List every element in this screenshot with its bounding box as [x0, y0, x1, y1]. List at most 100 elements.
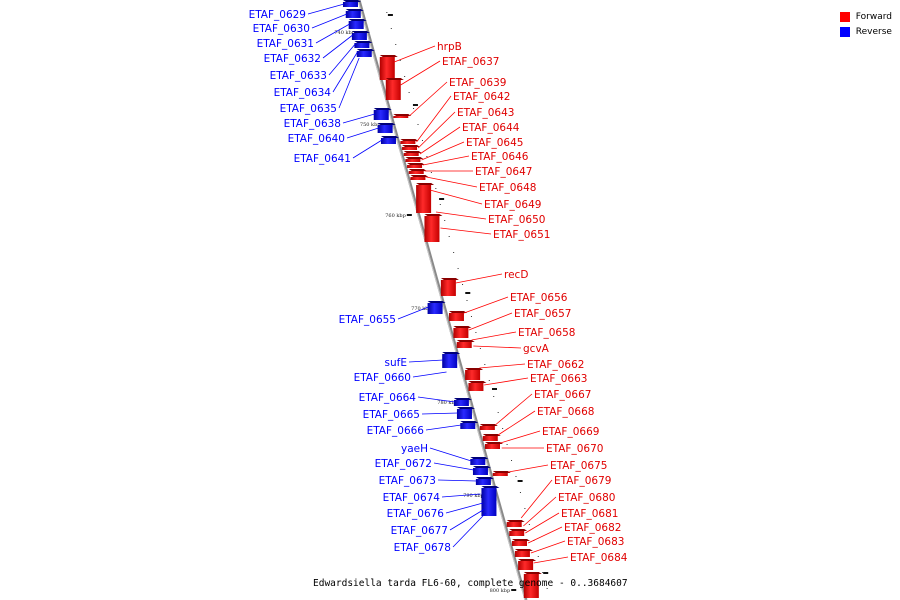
reverse-gene: [348, 21, 364, 29]
forward-gene-top: [511, 539, 530, 541]
reverse-leader-line: [408, 359, 444, 363]
forward-gene-top: [424, 214, 443, 216]
reverse-gene: [351, 33, 367, 40]
reverse-leader-line: [342, 113, 375, 124]
reverse-gene: [456, 409, 472, 419]
backbone-dot: [399, 60, 401, 61]
forward-leader-line: [416, 95, 452, 143]
forward-gene: [453, 328, 469, 338]
reverse-gene-label: ETAF_0635: [280, 103, 337, 115]
forward-gene: [410, 177, 426, 180]
forward-leader-line: [533, 556, 569, 564]
forward-gene-top: [385, 78, 404, 80]
forward-gene-top: [400, 139, 419, 141]
forward-gene-label: ETAF_0675: [550, 460, 607, 472]
reverse-gene-top: [481, 486, 500, 488]
reverse-gene: [481, 488, 497, 516]
backbone-dot: [444, 220, 446, 221]
forward-leader-line: [417, 111, 456, 149]
tick-label: 770 kbp: [411, 306, 432, 312]
reverse-gene-top: [453, 398, 472, 400]
reverse-gene: [354, 43, 370, 48]
reverse-gene: [380, 138, 396, 144]
forward-gene-top: [479, 424, 498, 426]
forward-gene-top: [403, 151, 422, 153]
forward-gene-label: ETAF_0643: [457, 107, 514, 119]
reverse-gene-label: ETAF_0678: [394, 542, 451, 554]
reverse-gene-label: ETAF_0665: [363, 409, 420, 421]
forward-gene-top: [465, 368, 484, 370]
backbone-dot: [519, 492, 521, 493]
reverse-gene-top: [345, 9, 364, 11]
forward-leader-line: [473, 345, 522, 349]
reverse-gene-label: sufE: [385, 357, 407, 369]
reverse-gene: [475, 479, 491, 485]
forward-gene-top: [518, 559, 537, 561]
reverse-gene-label: ETAF_0638: [284, 118, 341, 130]
backbone-dot: [502, 428, 504, 429]
reverse-gene-label: ETAF_0655: [339, 314, 396, 326]
forward-gene-label: gcvA: [523, 343, 550, 355]
reverse-leader-line: [397, 306, 429, 320]
tick-mark: [406, 214, 412, 216]
forward-gene-top: [509, 529, 528, 531]
forward-gene: [393, 116, 409, 118]
reverse-leader-line: [433, 462, 474, 471]
reverse-leader-line: [445, 502, 484, 514]
reverse-leader-line: [441, 493, 481, 498]
forward-gene-label: ETAF_0647: [475, 166, 532, 178]
forward-gene: [484, 444, 500, 449]
reverse-gene-label: ETAF_0666: [367, 425, 425, 437]
forward-gene-top: [402, 145, 421, 147]
forward-gene: [492, 473, 508, 476]
reverse-leader-line: [346, 127, 379, 139]
forward-gene-label: ETAF_0683: [567, 536, 624, 548]
backbone-dot: [408, 92, 410, 93]
forward-leader-line: [527, 526, 563, 544]
backbone-dot: [386, 12, 388, 13]
forward-gene-label: ETAF_0669: [542, 426, 599, 438]
reverse-gene-top: [351, 31, 370, 33]
reverse-gene-label: ETAF_0664: [359, 392, 417, 404]
reverse-gene: [460, 423, 476, 429]
legend-reverse-label: Reverse: [855, 26, 892, 37]
reverse-leader-line: [328, 43, 356, 76]
legend: Forward Reverse: [839, 9, 892, 39]
reverse-gene-label: ETAF_0641: [294, 153, 351, 165]
backbone-dot: [475, 332, 477, 333]
forward-gene-label: ETAF_0637: [442, 56, 499, 68]
forward-leader-line: [500, 430, 541, 444]
forward-leader-line: [484, 377, 529, 386]
reverse-gene-label: ETAF_0629: [249, 9, 306, 21]
reverse-gene-top: [348, 19, 367, 21]
forward-gene-top: [484, 442, 503, 444]
minor-tick: [412, 104, 418, 106]
forward-gene: [482, 436, 498, 441]
forward-gene-label: ETAF_0681: [561, 508, 618, 520]
reverse-gene: [442, 354, 458, 368]
backbone-dot: [506, 444, 508, 445]
backbone-dot: [488, 380, 490, 381]
tick-label: 740 kbp: [334, 30, 355, 36]
forward-gene-top: [453, 326, 472, 328]
reverse-leader-line: [307, 3, 345, 15]
forward-gene: [511, 541, 527, 546]
legend-forward: Forward: [839, 9, 892, 24]
backbone-dots: [386, 12, 548, 589]
reverse-gene-top: [356, 49, 375, 51]
minor-tick: [517, 480, 523, 482]
label-leader-lines: [307, 3, 569, 564]
forward-gene-label: ETAF_0645: [466, 137, 523, 149]
reverse-leader-line: [412, 371, 447, 378]
reverse-gene-label: ETAF_0634: [274, 87, 332, 99]
forward-leader-line: [394, 45, 436, 63]
reverse-gene-top: [460, 421, 479, 423]
backbone-dot: [524, 508, 526, 509]
reverse-gene-top: [354, 41, 373, 43]
reverse-gene-top: [470, 457, 489, 459]
forward-gene-label: ETAF_0684: [570, 552, 628, 564]
reverse-swatch: [839, 26, 850, 37]
reverse-gene-label: ETAF_0660: [354, 372, 411, 384]
backbone-dot: [479, 348, 481, 349]
backbone-dot: [439, 204, 441, 205]
